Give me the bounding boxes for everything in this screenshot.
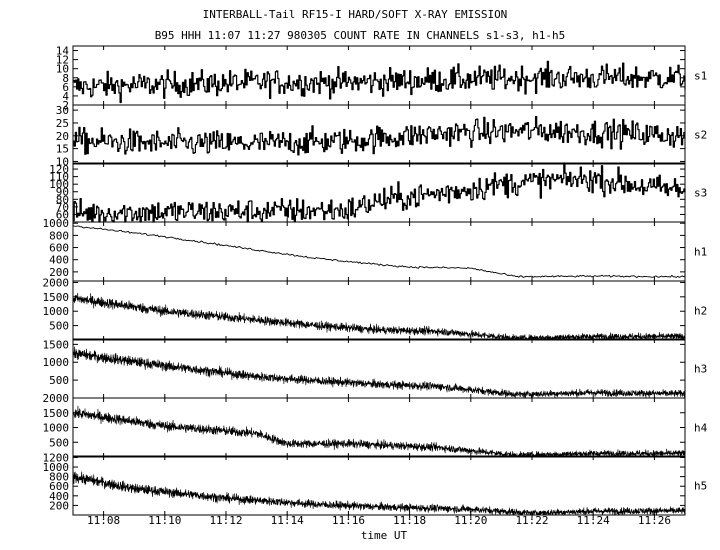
chart-panels: 2468101214s11015202530s26070809010011012… <box>43 45 708 516</box>
x-tick-label: 11:20 <box>454 514 487 527</box>
y-tick-label-s1: 8 <box>62 72 69 85</box>
y-tick-label-h3: 1500 <box>43 338 70 351</box>
series-line-h4 <box>72 405 686 458</box>
y-tick-label-s1: 4 <box>62 90 69 103</box>
y-tick-label-h5: 400 <box>49 490 69 503</box>
panel-frame-s2 <box>72 104 686 165</box>
series-label-s1: s1 <box>694 70 707 83</box>
y-tick-label-h5: 200 <box>49 499 69 512</box>
y-tick-label-h1: 1000 <box>43 217 70 230</box>
y-tick-label-h3: 500 <box>49 374 69 387</box>
y-tick-label-s3: 100 <box>49 178 69 191</box>
y-tick-label-s3: 90 <box>56 186 69 199</box>
chart-title: INTERBALL-Tail RF15-I HARD/SOFT X-RAY EM… <box>203 8 508 21</box>
y-tick-label-s1: 12 <box>56 54 69 67</box>
x-tick-label: 11:08 <box>87 514 120 527</box>
y-tick-label-s2: 15 <box>56 143 69 156</box>
series-label-h4: h4 <box>694 422 708 435</box>
x-axis: 11:08 11:10 11:12 11:14 11:16 11:18 11:20 11:22… <box>87 514 671 527</box>
y-tick-label-h4: 1000 <box>43 422 70 435</box>
x-tick-label: 11:18 <box>393 514 426 527</box>
y-tick-label-h2: 500 <box>49 320 69 333</box>
chart-subtitle: B95 HHH 11:07 11:27 980305 COUNT RATE IN… <box>155 29 566 42</box>
x-tick-label: 11:24 <box>577 514 610 527</box>
y-tick-label-s3: 80 <box>56 193 69 206</box>
y-tick-label-s3: 120 <box>49 163 69 176</box>
x-tick-label: 11:16 <box>332 514 365 527</box>
y-tick-label-h2: 1000 <box>43 305 70 318</box>
x-axis-label: time UT <box>361 529 408 542</box>
y-tick-label-h4: 500 <box>49 436 69 449</box>
series-label-h3: h3 <box>694 363 707 376</box>
series-label-h5: h5 <box>694 480 707 493</box>
y-tick-label-h1: 600 <box>49 242 69 255</box>
y-tick-label-h5: 600 <box>49 480 69 493</box>
series-line-h2 <box>72 292 686 341</box>
y-tick-label-s1: 14 <box>56 45 70 58</box>
y-tick-label-h1: 800 <box>49 229 69 242</box>
series-line-s2 <box>73 115 686 156</box>
y-tick-label-s3: 110 <box>49 171 69 184</box>
y-tick-label-s1: 10 <box>56 63 69 76</box>
y-tick-label-s3: 70 <box>56 201 69 214</box>
y-tick-label-s2: 25 <box>56 117 69 130</box>
y-tick-label-s1: 6 <box>62 81 69 94</box>
x-tick-label: 11:10 <box>148 514 181 527</box>
y-tick-label-h4: 2000 <box>43 392 70 405</box>
y-tick-label-h5: 800 <box>49 471 69 484</box>
y-tick-label-s3: 60 <box>56 208 69 221</box>
y-tick-label-h1: 400 <box>49 254 69 267</box>
y-tick-label-h4: 1500 <box>43 407 70 420</box>
y-tick-label-s2: 10 <box>56 155 69 168</box>
y-tick-label-h1: 200 <box>49 266 69 279</box>
panel-frame-h5 <box>72 455 686 516</box>
x-tick-label: 11:26 <box>638 514 671 527</box>
y-tick-label-h2: 2000 <box>43 276 70 289</box>
series-line-h3 <box>72 346 686 399</box>
x-tick-label: 11:12 <box>209 514 242 527</box>
series-label-h1: h1 <box>694 246 707 259</box>
series-label-s3: s3 <box>694 187 707 200</box>
series-label-h2: h2 <box>694 305 707 318</box>
series-line-h5 <box>72 471 686 516</box>
y-tick-label-s2: 20 <box>56 130 69 143</box>
x-tick-label: 11:22 <box>515 514 548 527</box>
series-line-h1 <box>72 225 686 279</box>
series-line-s1 <box>73 60 686 104</box>
y-tick-label-s2: 30 <box>56 104 69 117</box>
series-line-s3 <box>73 162 686 223</box>
series-label-s2: s2 <box>694 129 707 142</box>
y-tick-label-h2: 1500 <box>43 291 70 304</box>
y-tick-label-h5: 1000 <box>43 461 70 474</box>
y-tick-label-h5: 1200 <box>43 451 70 464</box>
y-tick-label-h3: 1000 <box>43 356 70 369</box>
panel-frame-h2 <box>72 280 686 341</box>
y-tick-label-s1: 2 <box>62 99 69 112</box>
x-tick-label: 11:14 <box>271 514 304 527</box>
